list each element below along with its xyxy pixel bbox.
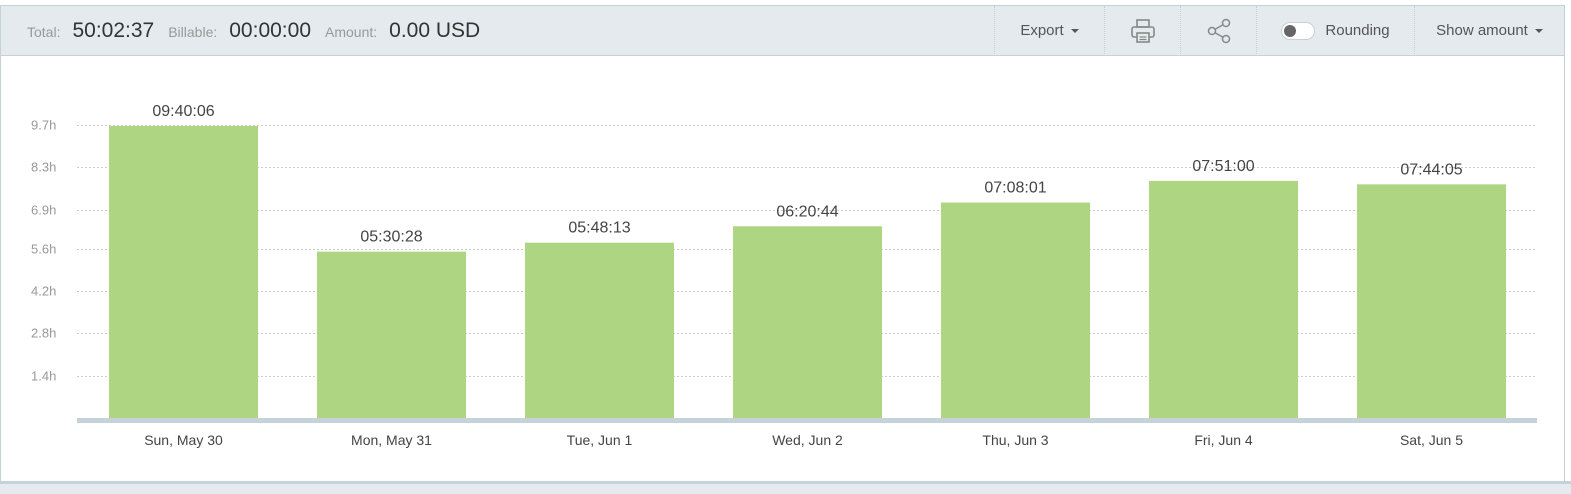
bar-data-label: 07:51:00 (1192, 158, 1254, 175)
bar-data-label: 05:30:28 (360, 229, 422, 246)
summary-stats: Total: 50:02:37 Billable: 00:00:00 Amoun… (1, 19, 994, 43)
x-category-label: Thu, Jun 3 (982, 432, 1048, 448)
share-button[interactable] (1180, 5, 1256, 56)
bar-data-label: 06:20:44 (776, 203, 838, 220)
total-value: 50:02:37 (72, 18, 155, 42)
bar (1149, 180, 1298, 418)
y-tick-label: 9.7h (31, 118, 56, 133)
y-tick-label: 1.4h (31, 369, 56, 384)
billable-label: Billable: (168, 23, 218, 40)
rounding-toggle[interactable] (1281, 21, 1316, 40)
daily-hours-bar-chart: 1.4h 2.8h 4.2h 5.6h 6.9h 8.3h 9.7h 09:40:06 Sun,… (31, 103, 1537, 448)
y-tick-label: 5.6h (31, 242, 56, 257)
caret-down-icon (1070, 28, 1079, 33)
billable-value: 00:00:00 (229, 18, 311, 42)
x-category-label: Mon, May 31 (351, 432, 432, 448)
x-category-label: Wed, Jun 2 (772, 432, 843, 448)
report-toolbar: Total: 50:02:37 Billable: 00:00:00 Amoun… (1, 5, 1564, 56)
x-category-label: Sat, Jun 5 (1400, 432, 1463, 448)
bottom-border (0, 481, 1571, 494)
bar-data-label: 09:40:06 (152, 103, 214, 120)
y-tick-label: 6.9h (31, 203, 56, 218)
printer-icon (1130, 18, 1155, 43)
toggle-knob (1284, 24, 1297, 37)
share-icon (1207, 18, 1230, 43)
y-tick-label: 8.3h (31, 160, 56, 175)
bar (941, 202, 1090, 418)
export-dropdown[interactable]: Export (994, 5, 1104, 56)
report-panel: Total: 50:02:37 Billable: 00:00:00 Amoun… (0, 5, 1565, 489)
x-category-label: Sun, May 30 (144, 432, 223, 448)
export-label: Export (1020, 22, 1064, 39)
bar-data-label: 05:48:13 (568, 220, 630, 237)
bar (109, 125, 258, 418)
x-category-label: Tue, Jun 1 (567, 432, 633, 448)
y-tick-label: 4.2h (31, 284, 56, 299)
amount-value: 0.00 USD (389, 18, 481, 42)
rounding-control: Rounding (1256, 5, 1414, 56)
rounding-label: Rounding (1325, 22, 1390, 39)
show-amount-label: Show amount (1436, 22, 1528, 39)
amount-label: Amount: (325, 23, 378, 40)
bar (1357, 184, 1506, 418)
bar-data-label: 07:44:05 (1400, 161, 1462, 178)
x-category-label: Fri, Jun 4 (1194, 432, 1253, 448)
caret-down-icon (1534, 28, 1543, 33)
show-amount-dropdown[interactable]: Show amount (1414, 5, 1564, 56)
y-tick-label: 2.8h (31, 326, 56, 341)
bar (525, 242, 674, 418)
print-button[interactable] (1104, 5, 1180, 56)
bar (733, 226, 882, 418)
bar (317, 251, 466, 418)
x-axis-baseline (77, 418, 1537, 423)
total-label: Total: (27, 23, 61, 40)
bar-data-label: 07:08:01 (984, 180, 1046, 197)
